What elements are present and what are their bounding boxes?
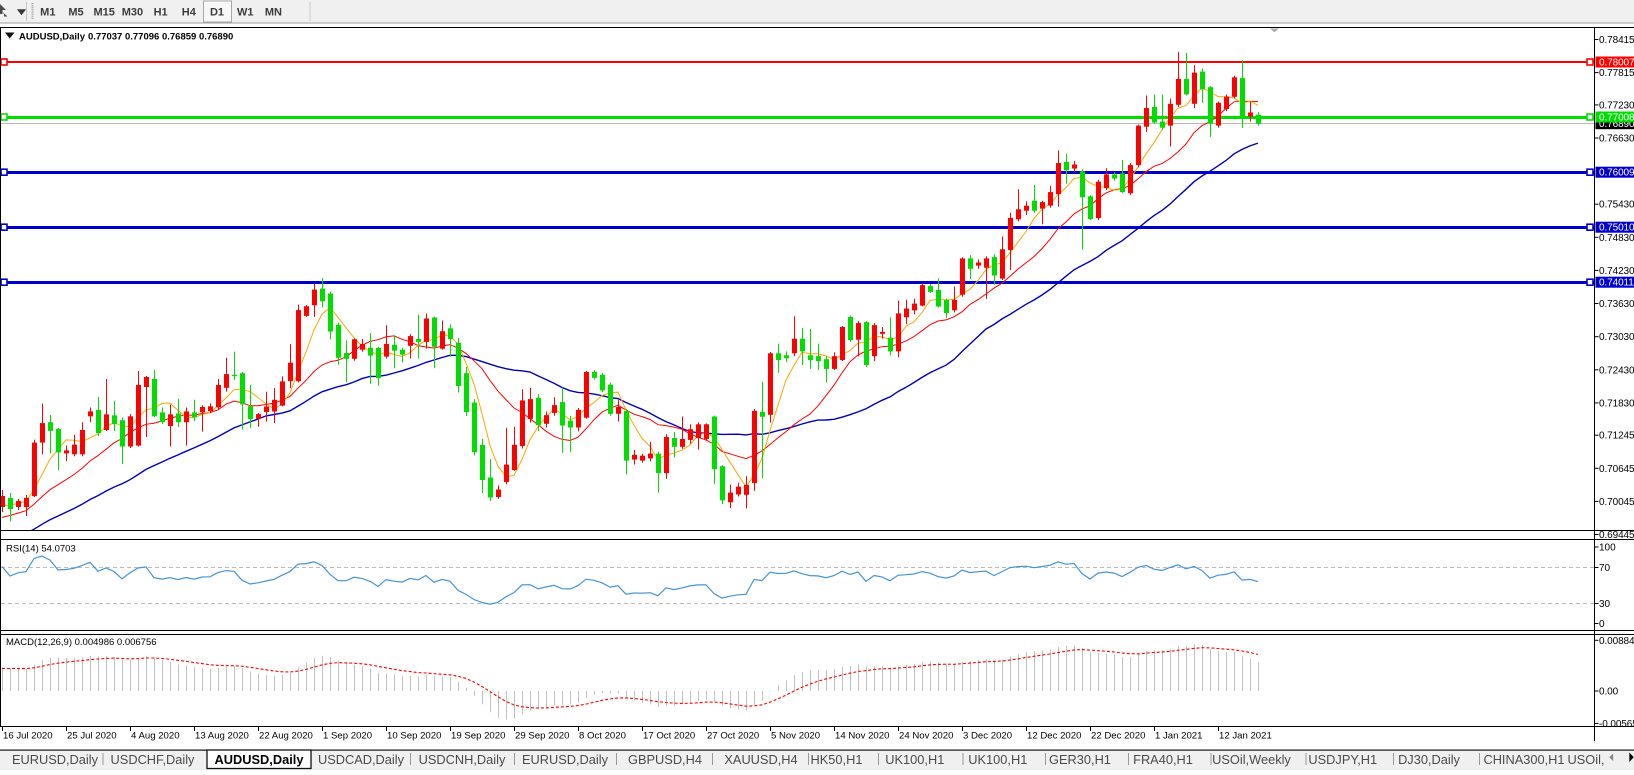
svg-text:RSI(14) 54.0703: RSI(14) 54.0703 <box>6 544 76 555</box>
svg-text:USDCAD,Daily: USDCAD,Daily <box>318 752 405 767</box>
svg-text:UK100,H1: UK100,H1 <box>885 752 944 767</box>
svg-text:0.71245: 0.71245 <box>1599 431 1634 442</box>
svg-text:0: 0 <box>1599 619 1605 630</box>
svg-text:USOil,: USOil, <box>1568 752 1605 767</box>
svg-text:0.76009: 0.76009 <box>1599 168 1634 179</box>
svg-text:0.74011: 0.74011 <box>1599 278 1634 289</box>
svg-text:0.77008: 0.77008 <box>1599 113 1634 124</box>
svg-text:USDCHF,Daily: USDCHF,Daily <box>111 752 195 767</box>
svg-text:0.69445: 0.69445 <box>1599 530 1634 541</box>
svg-text:M1: M1 <box>40 7 55 19</box>
svg-text:100: 100 <box>1599 543 1616 554</box>
svg-text:0.74830: 0.74830 <box>1599 233 1634 244</box>
svg-text:17 Oct 2020: 17 Oct 2020 <box>643 731 695 742</box>
svg-text:0.71830: 0.71830 <box>1599 398 1634 409</box>
svg-text:MACD(12,26,9) 0.004986 0.00675: MACD(12,26,9) 0.004986 0.006756 <box>6 637 157 648</box>
svg-text:GER30,H1: GER30,H1 <box>1049 752 1111 767</box>
svg-text:0.77037 0.77096 0.76859 0.7689: 0.77037 0.77096 0.76859 0.76890 <box>88 32 233 43</box>
svg-text:25 Jul 2020: 25 Jul 2020 <box>67 731 117 742</box>
svg-text:0.76630: 0.76630 <box>1599 134 1634 145</box>
svg-text:0.73030: 0.73030 <box>1599 332 1634 343</box>
svg-text:0.78415: 0.78415 <box>1599 35 1634 46</box>
svg-text:0.73630: 0.73630 <box>1599 299 1634 310</box>
svg-text:W1: W1 <box>237 7 254 19</box>
svg-text:0.75430: 0.75430 <box>1599 200 1634 211</box>
svg-text:M15: M15 <box>93 7 114 19</box>
svg-text:H1: H1 <box>154 7 168 19</box>
svg-text:USDCNH,Daily: USDCNH,Daily <box>419 752 506 767</box>
svg-text:29 Sep 2020: 29 Sep 2020 <box>515 731 569 742</box>
svg-text:70: 70 <box>1599 563 1611 574</box>
svg-text:12 Dec 2020: 12 Dec 2020 <box>1027 731 1081 742</box>
svg-text:EURUSD,Daily: EURUSD,Daily <box>12 752 99 767</box>
svg-text:22 Dec 2020: 22 Dec 2020 <box>1091 731 1145 742</box>
svg-text:0.77230: 0.77230 <box>1599 100 1634 111</box>
svg-text:13 Aug 2020: 13 Aug 2020 <box>195 731 249 742</box>
svg-text:0.78007: 0.78007 <box>1599 58 1634 69</box>
svg-text:0.70645: 0.70645 <box>1599 464 1634 475</box>
svg-text:DJ30,Daily: DJ30,Daily <box>1398 752 1460 767</box>
svg-text:19 Sep 2020: 19 Sep 2020 <box>451 731 505 742</box>
svg-text:0.72430: 0.72430 <box>1599 365 1634 376</box>
svg-text:0.70045: 0.70045 <box>1599 497 1634 508</box>
svg-text:27 Oct 2020: 27 Oct 2020 <box>707 731 759 742</box>
svg-text:1 Jan 2021: 1 Jan 2021 <box>1155 731 1202 742</box>
svg-text:M5: M5 <box>68 7 83 19</box>
svg-text:0.00: 0.00 <box>1599 687 1619 698</box>
svg-text:-0.00565: -0.00565 <box>1599 719 1634 730</box>
svg-text:HK50,H1: HK50,H1 <box>811 752 863 767</box>
svg-text:4 Aug 2020: 4 Aug 2020 <box>131 731 180 742</box>
svg-text:XAUUSD,H4: XAUUSD,H4 <box>724 752 797 767</box>
svg-text:MN: MN <box>265 7 282 19</box>
svg-text:H4: H4 <box>182 7 197 19</box>
svg-text:8 Oct 2020: 8 Oct 2020 <box>579 731 626 742</box>
svg-text:GBPUSD,H4: GBPUSD,H4 <box>628 752 702 767</box>
svg-text:5 Nov 2020: 5 Nov 2020 <box>771 731 820 742</box>
svg-text:FRA40,H1: FRA40,H1 <box>1133 752 1193 767</box>
svg-text:M30: M30 <box>122 7 143 19</box>
svg-text:22 Aug 2020: 22 Aug 2020 <box>259 731 313 742</box>
svg-text:AUDUSD,Daily: AUDUSD,Daily <box>19 32 86 43</box>
svg-text:0.74230: 0.74230 <box>1599 266 1634 277</box>
svg-text:EURUSD,Daily: EURUSD,Daily <box>522 752 609 767</box>
svg-text:UK100,H1: UK100,H1 <box>968 752 1027 767</box>
svg-text:16 Jul 2020: 16 Jul 2020 <box>3 731 53 742</box>
svg-text:CHINA300,H1: CHINA300,H1 <box>1483 752 1564 767</box>
svg-text:30: 30 <box>1599 599 1611 610</box>
svg-text:USOil,Weekly: USOil,Weekly <box>1212 752 1291 767</box>
svg-text:1 Sep 2020: 1 Sep 2020 <box>323 731 372 742</box>
svg-text:0.00884: 0.00884 <box>1599 636 1634 647</box>
svg-text:10 Sep 2020: 10 Sep 2020 <box>387 731 441 742</box>
svg-text:USDJPY,H1: USDJPY,H1 <box>1308 752 1377 767</box>
svg-text:24 Nov 2020: 24 Nov 2020 <box>899 731 953 742</box>
svg-text:AUDUSD,Daily: AUDUSD,Daily <box>215 752 305 767</box>
svg-text:D1: D1 <box>210 7 224 19</box>
svg-text:12 Jan 2021: 12 Jan 2021 <box>1219 731 1272 742</box>
svg-text:0.77815: 0.77815 <box>1599 68 1634 79</box>
svg-text:14 Nov 2020: 14 Nov 2020 <box>835 731 889 742</box>
svg-text:3 Dec 2020: 3 Dec 2020 <box>963 731 1012 742</box>
svg-text:0.75010: 0.75010 <box>1599 223 1634 234</box>
